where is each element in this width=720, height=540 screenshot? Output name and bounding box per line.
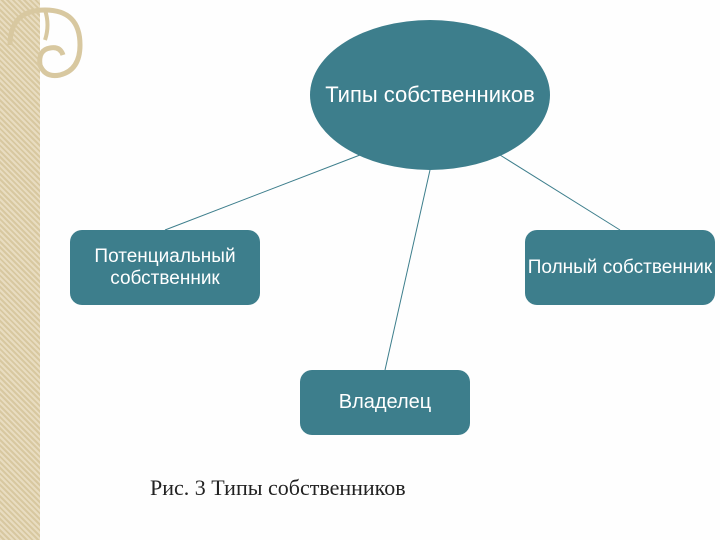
edge-root-bottom — [385, 170, 430, 370]
node-right-label: Полный собственник — [528, 257, 712, 279]
node-left: Потенциальный собственник — [70, 230, 260, 305]
edge-root-left — [165, 155, 360, 230]
caption-text: Рис. 3 Типы собственников — [150, 475, 406, 500]
node-bottom-label: Владелец — [339, 391, 432, 414]
node-right: Полный собственник — [525, 230, 715, 305]
node-root-label: Типы собственников — [325, 82, 535, 108]
node-root: Типы собственников — [310, 20, 550, 170]
diagram-container: Типы собственников Потенциальный собстве… — [40, 0, 720, 540]
edge-root-right — [500, 155, 620, 230]
node-left-label: Потенциальный собственник — [70, 246, 260, 290]
figure-caption: Рис. 3 Типы собственников — [150, 475, 406, 501]
node-bottom: Владелец — [300, 370, 470, 435]
